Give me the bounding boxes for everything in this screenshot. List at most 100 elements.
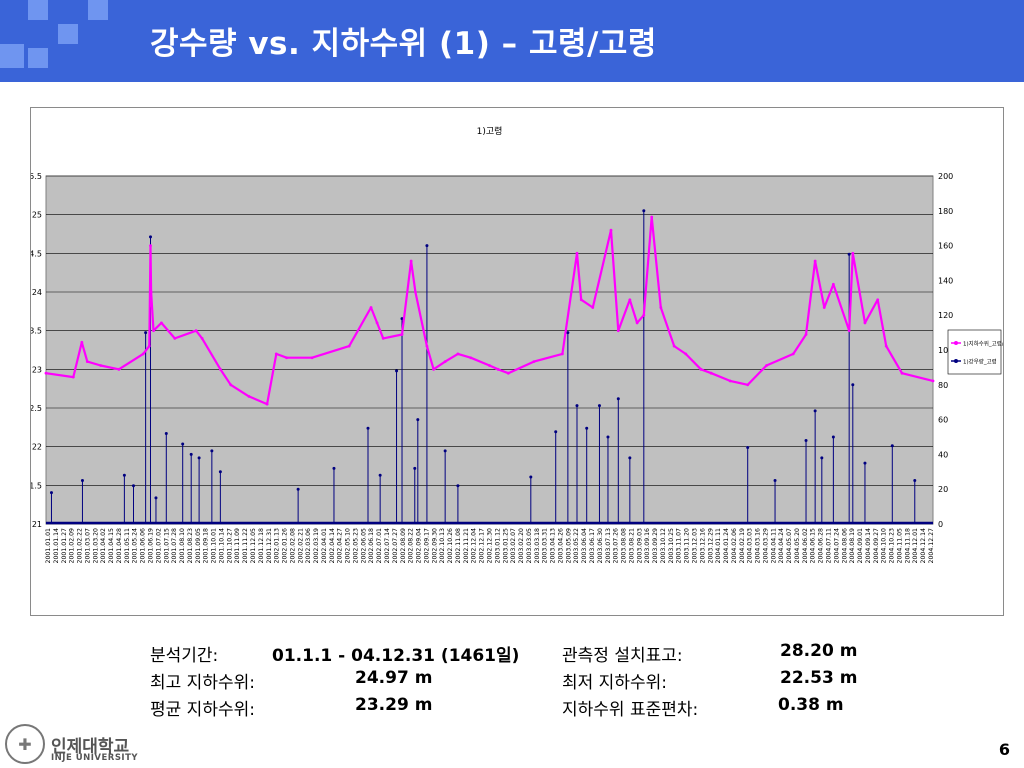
- x-axis-tick-label: 2003.09.29: [652, 528, 659, 563]
- x-axis-tick-label: 2001.12.05: [250, 528, 257, 563]
- groundwater-point: [791, 352, 795, 356]
- x-axis-tick-label: 2003.10.12: [660, 528, 667, 563]
- groundwater-point: [884, 344, 888, 348]
- x-axis-tick-label: 2002.06.18: [368, 528, 375, 563]
- left-axis-tick-label: 21.5: [31, 481, 42, 490]
- groundwater-point: [400, 333, 404, 336]
- groundwater-point: [831, 282, 835, 286]
- x-axis-tick-label: 2003.06.17: [589, 528, 596, 563]
- groundwater-point: [347, 344, 351, 348]
- right-axis-tick-label: 40: [938, 450, 948, 459]
- groundwater-point: [274, 352, 278, 356]
- x-axis-tick-label: 2003.04.26: [557, 528, 564, 563]
- x-axis-tick-label: 2003.03.05: [526, 528, 533, 563]
- x-axis-tick-label: 2003.10.25: [668, 528, 675, 563]
- left-axis-tick-label: 24: [32, 288, 42, 297]
- rainfall-point: [606, 435, 610, 439]
- rainfall-point: [218, 470, 222, 474]
- x-axis-tick-label: 2001.07.28: [171, 528, 178, 563]
- x-axis-tick-label: 2001.02.09: [69, 528, 76, 563]
- x-axis-tick-label: 2001.12.18: [258, 528, 265, 563]
- groundwater-point: [579, 298, 583, 302]
- series-rainfall: [46, 209, 933, 525]
- rainfall-point: [181, 442, 185, 446]
- groundwater-point: [616, 329, 620, 333]
- right-axis-tick-label: 160: [938, 242, 953, 251]
- x-axis-tick-label: 2002.12.30: [487, 528, 494, 563]
- x-axis-tick-label: 2001.11.09: [234, 528, 241, 563]
- legend-label: 1)지하수위_고령/고령: [963, 340, 1003, 348]
- groundwater-point: [194, 329, 198, 333]
- rainfall-point: [554, 430, 558, 434]
- groundwater-point: [591, 306, 595, 309]
- period-label: 분석기간:: [150, 646, 219, 666]
- groundwater-point: [709, 371, 713, 375]
- left-axis-tick-label: 23.5: [31, 327, 42, 336]
- groundwater-point: [147, 344, 151, 348]
- mean-level-value: 23.29 m: [355, 695, 433, 715]
- x-axis-tick-label: 2003.07.26: [613, 528, 620, 563]
- x-axis-tick-label: 2001.01.27: [61, 528, 68, 563]
- groundwater-point: [173, 337, 177, 340]
- groundwater-point: [635, 321, 639, 325]
- rainfall-point: [746, 445, 750, 449]
- x-axis-tick-label: 2001.06.06: [140, 528, 147, 563]
- rainfall-point: [642, 209, 646, 213]
- x-axis-tick-label: 2001.08.23: [187, 528, 194, 563]
- x-axis-tick-label: 2001.04.02: [100, 528, 107, 563]
- groundwater-point: [659, 306, 663, 309]
- rainfall-point: [529, 475, 533, 479]
- x-axis-tick-label: 2004.05.20: [794, 528, 801, 563]
- groundwater-point: [80, 340, 84, 344]
- slide-title: 강수량 vs. 지하수위 (1) – 고령/고령: [150, 26, 657, 62]
- rainfall-point: [456, 484, 460, 488]
- left-axis-tick-label: 22.5: [31, 404, 42, 413]
- x-axis-tick-label: 2001.03.20: [92, 528, 99, 563]
- x-axis-tick-label: 2001.03.07: [84, 528, 91, 563]
- x-axis-tick-label: 2002.05.23: [352, 528, 359, 563]
- x-axis-tick-label: 2001.06.19: [147, 528, 154, 563]
- groundwater-point: [149, 290, 153, 294]
- x-axis-tick-label: 2002.11.08: [455, 528, 462, 563]
- rainfall-point: [49, 491, 53, 495]
- x-axis-tick-label: 2003.03.18: [534, 528, 541, 563]
- groundwater-point: [409, 259, 413, 263]
- x-axis-tick-label: 2001.01.01: [45, 528, 52, 563]
- x-axis-tick-label: 2002.10.26: [447, 528, 454, 563]
- groundwater-point: [506, 371, 510, 375]
- groundwater-point: [117, 367, 121, 371]
- groundwater-point: [813, 259, 817, 263]
- groundwater-point: [650, 215, 654, 219]
- right-axis-tick-label: 0: [938, 520, 943, 529]
- x-axis-tick-label: 2001.08.10: [179, 528, 186, 563]
- x-axis-tick-label: 2001.09.18: [203, 528, 210, 563]
- groundwater-point: [160, 321, 163, 325]
- groundwater-point: [381, 337, 385, 340]
- rainfall-point: [566, 331, 570, 335]
- rainfall-point: [144, 331, 148, 335]
- groundwater-point: [488, 364, 491, 367]
- left-axis-tick-label: 21: [32, 520, 42, 529]
- x-axis-tick-label: 2003.12.29: [707, 528, 714, 563]
- x-axis-tick-label: 2001.04.15: [108, 528, 115, 563]
- x-axis-tick-label: 2004.09.27: [873, 528, 880, 563]
- x-axis-tick-label: 2001.09.05: [195, 528, 202, 563]
- x-axis-tick-label: 2004.11.05: [896, 528, 903, 563]
- groundwater-point: [532, 360, 536, 363]
- rainfall-point: [585, 426, 589, 430]
- x-axis-tick-label: 2004.07.11: [826, 528, 833, 563]
- right-axis-tick-label: 60: [938, 416, 948, 425]
- rainfall-point: [425, 244, 429, 248]
- x-axis-tick-label: 2003.05.09: [565, 528, 572, 563]
- rainfall-point: [413, 466, 417, 470]
- groundwater-point: [609, 228, 613, 232]
- x-axis-tick-label: 2003.12.16: [699, 528, 706, 563]
- groundwater-point: [900, 371, 904, 375]
- x-axis-tick-label: 2003.09.03: [636, 528, 643, 563]
- rainfall-point: [395, 369, 399, 373]
- groundwater-point: [876, 298, 880, 302]
- legend-box: [947, 329, 1002, 375]
- rainfall-point: [332, 466, 336, 470]
- elevation-value: 28.20 m: [780, 641, 858, 661]
- x-axis-tick-label: 2002.08.09: [400, 528, 407, 563]
